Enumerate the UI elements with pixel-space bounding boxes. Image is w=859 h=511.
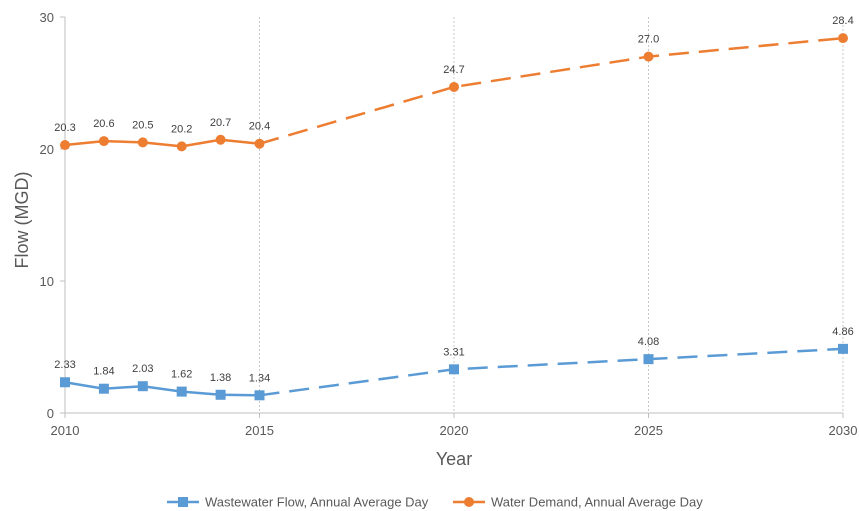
legend-item-2: Water Demand, Annual Average Day [453,495,703,510]
y-tick-labels: 0 10 20 30 [40,10,65,421]
series-2-label-2011: 20.6 [93,118,114,130]
series-1-label-2025: 4.08 [638,336,659,348]
legend-label-2: Water Demand, Annual Average Day [491,495,703,510]
series-1-point-2010 [60,377,70,388]
x-tick-2010: 2010 [51,423,80,438]
legend-swatch-marker-2 [464,497,474,507]
series-2: 20.3 20.6 20.5 20.2 20.7 20.4 24.7 27.0 28.4 [54,15,854,152]
series-2-label-2010: 20.3 [54,122,75,134]
series-1-label-2030: 4.86 [832,326,853,338]
x-tick-2020: 2020 [440,423,469,438]
series-2-projected-line [259,36,844,145]
series-1-point-2013 [176,386,187,397]
series-1-label-2015: 1.34 [249,372,270,384]
series-2-point-2025 [643,51,654,62]
series-2-label-2020: 24.7 [443,64,464,76]
series-2-label-2015: 20.4 [249,121,270,133]
y-tick-20: 20 [40,142,54,157]
series-1-label-2012: 2.03 [132,363,153,375]
series-2-point-2010 [60,140,70,151]
legend-swatch-marker-1 [178,497,188,507]
legend-item-1: Wastewater Flow, Annual Average Day [167,495,429,510]
series-1: 2.33 1.84 2.03 1.62 1.38 1.34 3.31 4.08 4.86 [54,326,854,401]
series-2-point-2014 [215,134,226,145]
series-2-label-2013: 20.2 [171,123,192,135]
series-2-label-2014: 20.7 [210,117,231,129]
series-1-historical-line [64,381,260,397]
x-tick-2025: 2025 [634,423,663,438]
series-1-projected-line [259,347,844,397]
x-tick-2030: 2030 [829,423,858,438]
legend: Wastewater Flow, Annual Average Day Water… [167,495,703,510]
series-2-point-2030 [838,33,848,44]
x-axis-title: Year [436,449,472,469]
series-2-label-2030: 28.4 [832,15,853,27]
series-1-point-2020 [449,364,459,375]
series-2-point-2012 [137,137,148,148]
y-tick-0: 0 [47,406,54,421]
series-2-point-2020 [449,81,459,92]
series-1-point-2014 [215,389,226,400]
series-1-point-2011 [98,383,109,394]
series-1-label-2014: 1.38 [210,372,231,384]
series-1-label-2011: 1.84 [93,366,114,378]
y-tick-30: 30 [40,10,54,25]
series-2-point-2015 [254,138,265,149]
series-1-point-2030 [838,343,848,354]
series-layer: 2.33 1.84 2.03 1.62 1.38 1.34 3.31 4.08 4.86 20.3… [54,15,854,401]
series-1-label-2010: 2.33 [54,359,75,371]
series-2-point-2011 [98,136,109,147]
series-1-label-2013: 1.62 [171,369,192,381]
series-2-label-2012: 20.5 [132,119,153,131]
y-axis-title: Flow (MGD) [12,172,32,269]
series-2-label-2025: 27.0 [638,34,659,46]
series-1-label-2020: 3.31 [443,346,464,358]
series-1-point-2015 [254,390,265,401]
series-1-point-2025 [643,354,654,365]
x-tick-2015: 2015 [245,423,274,438]
y-tick-10: 10 [40,274,54,289]
series-2-point-2013 [176,141,187,152]
legend-label-1: Wastewater Flow, Annual Average Day [205,495,429,510]
series-1-point-2012 [137,381,148,392]
x-tick-labels: 2010 2015 2020 2025 2030 [51,413,858,438]
series-2-historical-line [64,138,260,148]
